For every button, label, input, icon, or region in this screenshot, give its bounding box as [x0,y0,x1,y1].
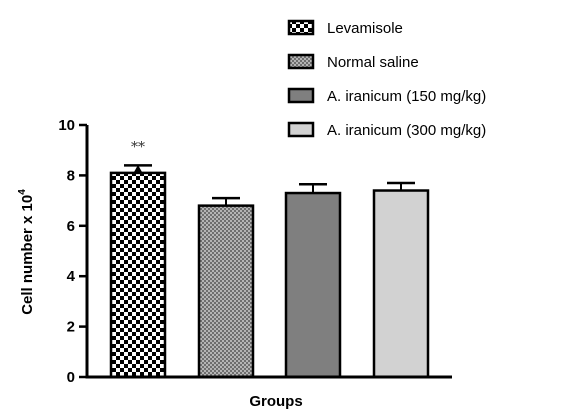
legend-swatch [287,121,315,138]
legend-label: A. iranicum (300 mg/kg) [327,122,486,139]
mean-marker [133,164,143,174]
y-tick-label: 6 [67,218,75,235]
y-axis-title-main: Cell number x 10 [19,195,36,315]
y-tick-label: 8 [67,167,75,184]
significance-annotation: ** [131,139,145,155]
y-axis-title-superscript: 4 [17,189,28,195]
bar [197,204,255,379]
legend-label: A. iranicum (150 mg/kg) [327,88,486,105]
legend-swatch [287,53,315,70]
y-tick-label: 2 [67,319,75,336]
y-tick-label: 4 [67,268,76,285]
legend-swatch [287,87,315,104]
bar [284,191,342,379]
legend-label: Levamisole [327,20,403,37]
legend-swatch [287,19,315,36]
legend: Levamisole Normal saline A. iranicum (150 … [287,19,486,139]
bars-group: ** [109,139,430,379]
y-tick-label: 10 [58,117,75,134]
legend-label: Normal saline [327,54,419,71]
x-axis-title: Groups [249,393,302,410]
bar [372,189,430,379]
y-tick-label: 0 [67,369,75,386]
axes-group: 0 2 4 6 8 10 [58,117,452,386]
bar [109,171,167,379]
y-axis-title: Cell number x 104 [17,189,36,315]
